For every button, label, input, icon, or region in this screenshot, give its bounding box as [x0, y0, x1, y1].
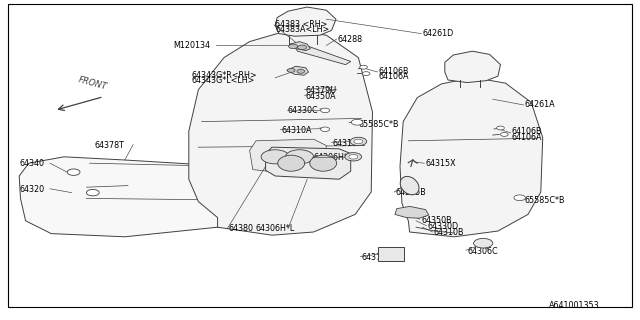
Text: 65585C*B: 65585C*B: [358, 120, 399, 129]
Circle shape: [321, 108, 330, 113]
Text: 64343G*L<LH>: 64343G*L<LH>: [192, 76, 255, 85]
Ellipse shape: [400, 176, 419, 195]
Circle shape: [360, 65, 367, 69]
Text: 64378T: 64378T: [95, 141, 125, 150]
Circle shape: [497, 126, 504, 130]
Text: FRONT: FRONT: [77, 75, 108, 91]
Text: 64310B: 64310B: [434, 228, 465, 237]
Text: 64310A: 64310A: [282, 126, 312, 135]
Text: 64371G: 64371G: [362, 253, 393, 262]
Text: 64261A: 64261A: [525, 100, 556, 109]
Text: 64350B: 64350B: [421, 216, 452, 225]
Polygon shape: [287, 66, 308, 75]
Text: 64343G*R<RH>: 64343G*R<RH>: [192, 71, 258, 80]
Polygon shape: [19, 157, 282, 237]
Polygon shape: [400, 77, 543, 237]
Polygon shape: [289, 42, 310, 51]
Polygon shape: [395, 206, 429, 218]
Text: 64383 <RH>: 64383 <RH>: [275, 20, 328, 28]
Text: 64288: 64288: [338, 35, 363, 44]
Polygon shape: [266, 147, 351, 179]
Text: 64106A: 64106A: [379, 72, 410, 81]
Polygon shape: [275, 7, 336, 36]
Text: M120134: M120134: [173, 41, 210, 50]
Text: 65585C*B: 65585C*B: [525, 196, 565, 204]
Circle shape: [285, 150, 314, 164]
Circle shape: [350, 137, 367, 146]
Text: 64306H*L: 64306H*L: [256, 224, 295, 233]
Text: 64383A<LH>: 64383A<LH>: [275, 25, 330, 34]
Text: 64306H*R: 64306H*R: [314, 153, 354, 162]
Text: 64330C: 64330C: [288, 106, 319, 115]
Circle shape: [500, 132, 508, 136]
Text: 64306C: 64306C: [467, 247, 498, 256]
Bar: [378, 247, 404, 261]
Text: 64315X: 64315X: [426, 159, 456, 168]
Text: 64350A: 64350A: [306, 92, 337, 100]
Polygon shape: [445, 51, 500, 83]
Circle shape: [86, 189, 99, 196]
Text: 64106B: 64106B: [379, 67, 410, 76]
Circle shape: [514, 195, 525, 201]
Text: 64340: 64340: [19, 159, 44, 168]
Circle shape: [345, 153, 362, 161]
Circle shape: [362, 72, 370, 76]
Circle shape: [349, 155, 358, 159]
Circle shape: [354, 139, 363, 144]
Text: 64106A: 64106A: [512, 133, 543, 142]
Circle shape: [289, 44, 298, 49]
Circle shape: [351, 119, 363, 125]
Text: 64320: 64320: [19, 185, 44, 194]
Polygon shape: [294, 45, 351, 65]
Ellipse shape: [310, 155, 337, 171]
Ellipse shape: [278, 155, 305, 171]
Circle shape: [321, 127, 330, 132]
Text: 64285B: 64285B: [396, 188, 426, 197]
Polygon shape: [189, 30, 372, 235]
Text: 64261D: 64261D: [422, 29, 454, 38]
Text: 64380: 64380: [228, 224, 253, 233]
Circle shape: [297, 69, 305, 73]
Text: 64379U: 64379U: [306, 86, 337, 95]
Circle shape: [474, 238, 493, 248]
Circle shape: [67, 169, 80, 175]
Circle shape: [287, 68, 295, 72]
Text: A641001353: A641001353: [549, 301, 600, 310]
Circle shape: [261, 150, 289, 164]
Polygon shape: [250, 139, 326, 176]
Text: 64330D: 64330D: [428, 222, 459, 231]
Circle shape: [298, 45, 307, 50]
Text: 64106B: 64106B: [512, 127, 543, 136]
Text: 64319A: 64319A: [333, 139, 364, 148]
